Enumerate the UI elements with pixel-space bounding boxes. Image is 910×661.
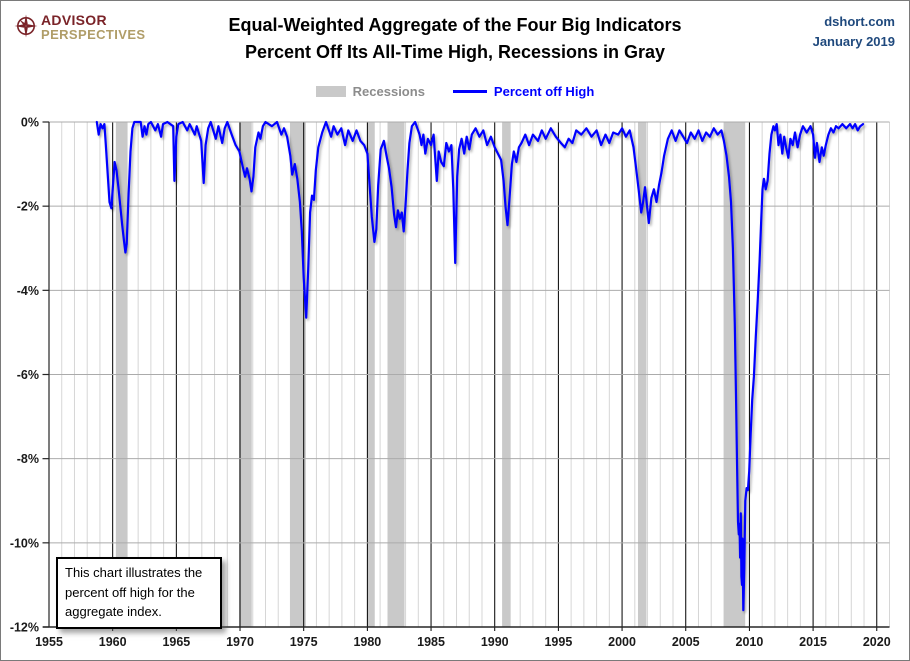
x-axis-label: 1965 — [162, 635, 190, 649]
y-axis-label: -4% — [17, 284, 39, 298]
logo-text: ADVISOR PERSPECTIVES — [41, 13, 146, 41]
advisor-perspectives-logo: ADVISOR PERSPECTIVES — [13, 13, 146, 41]
chart-title: Equal-Weighted Aggregate of the Four Big… — [1, 12, 909, 66]
source-date: January 2019 — [812, 34, 895, 50]
chart-title-line1: Equal-Weighted Aggregate of the Four Big… — [228, 15, 682, 35]
y-axis-label: -6% — [17, 368, 39, 382]
annotation-line3: aggregate index. — [65, 604, 162, 619]
source-site: dshort.com — [824, 14, 895, 29]
annotation-line1: This chart illustrates the — [65, 565, 203, 580]
annotation-box: This chart illustrates the percent off h… — [56, 557, 222, 629]
x-axis-label: 2020 — [863, 635, 891, 649]
logo-perspectives-text: PERSPECTIVES — [41, 27, 146, 42]
y-axis-label: -10% — [10, 536, 39, 550]
x-axis-label: 1995 — [544, 635, 572, 649]
legend-recessions-label: Recessions — [352, 84, 425, 99]
recession-swatch — [315, 86, 346, 97]
major-gridlines — [112, 122, 878, 631]
y-axis-label: -2% — [17, 200, 39, 214]
x-axis-label: 1985 — [417, 635, 445, 649]
x-axis-label: 2000 — [608, 635, 636, 649]
logo-advisor-text: ADVISOR — [41, 12, 107, 28]
x-axis-label: 1990 — [481, 635, 509, 649]
x-axis-labels: 1955 1960 1965 1970 1975 1980 1985 1990 1995 2000… — [35, 635, 891, 649]
legend-item-recessions: Recessions — [315, 84, 425, 99]
legend-item-percent-off-high: Percent off High — [452, 84, 595, 99]
y-axis-label: 0% — [21, 116, 39, 130]
percent-off-high-line — [95, 120, 865, 612]
series-line-swatch — [452, 90, 487, 93]
x-axis-label: 1960 — [99, 635, 127, 649]
compass-rose-icon — [14, 14, 38, 38]
x-axis-label: 1955 — [35, 635, 63, 649]
x-axis-label: 2010 — [736, 635, 764, 649]
y-axis-labels: 0% -2% -4% -6% -8% -10% -12% — [10, 116, 39, 635]
chart-legend: Recessions Percent off High — [1, 84, 909, 99]
legend-series-label: Percent off High — [493, 84, 595, 99]
chart-title-line2: Percent Off Its All-Time High, Recession… — [244, 42, 666, 62]
x-axis-label: 2005 — [672, 635, 700, 649]
y-axis-label: -8% — [17, 452, 39, 466]
y-axis-label: -12% — [10, 621, 39, 635]
x-axis-label: 1970 — [226, 635, 254, 649]
x-axis-label: 1980 — [353, 635, 381, 649]
x-axis-label: 1975 — [290, 635, 318, 649]
x-axis-label: 2015 — [799, 635, 827, 649]
annotation-line2: percent off high for the — [65, 584, 195, 600]
source-attribution: dshort.com January 2019 — [813, 12, 895, 52]
